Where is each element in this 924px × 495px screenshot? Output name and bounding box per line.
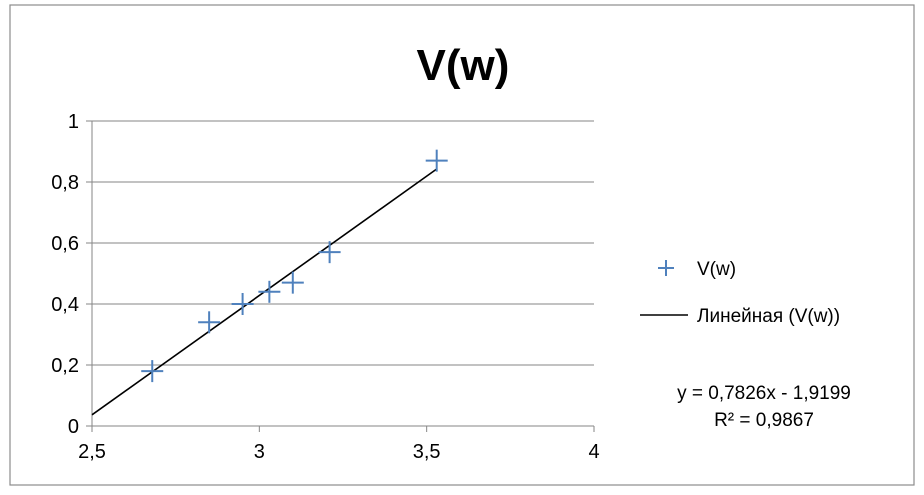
grid-layer xyxy=(92,120,594,366)
chart-title: V(w) xyxy=(417,41,510,90)
data-point xyxy=(231,293,254,315)
y-tick-label: 0,2 xyxy=(51,355,79,377)
trendline-equation: y = 0,7826x - 1,9199 xyxy=(677,383,851,404)
legend: V(w) Линейная (V(w)) xyxy=(640,259,840,327)
x-tick-label: 2,5 xyxy=(78,441,106,463)
y-tick-label: 0,8 xyxy=(51,172,79,194)
y-tick-label: 0 xyxy=(68,416,79,438)
legend-trendline-label: Линейная (V(w)) xyxy=(697,306,840,327)
data-point xyxy=(198,311,221,334)
x-tick-label: 3,5 xyxy=(413,441,441,463)
trendline-r-squared: R² = 0,9867 xyxy=(714,410,814,431)
legend-plus xyxy=(658,260,674,276)
legend-series-marker xyxy=(658,260,674,276)
data-point xyxy=(318,241,341,264)
x-tick-label: 4 xyxy=(588,441,599,463)
data-point xyxy=(258,280,281,303)
x-tick-label: 3 xyxy=(254,441,265,463)
axis-layer: 0 0,2 0,4 0,6 0,8 1 2,5 3 3,5 4 xyxy=(51,111,599,463)
y-tick-label: 1 xyxy=(68,111,79,133)
y-tick-label: 0,4 xyxy=(51,294,79,316)
data-point xyxy=(141,360,164,383)
legend-series-label: V(w) xyxy=(697,259,736,280)
data-point xyxy=(425,149,448,172)
points-layer xyxy=(141,149,448,383)
chart-border xyxy=(9,4,915,486)
y-tick-label: 0,6 xyxy=(51,233,79,255)
data-point xyxy=(281,271,304,294)
